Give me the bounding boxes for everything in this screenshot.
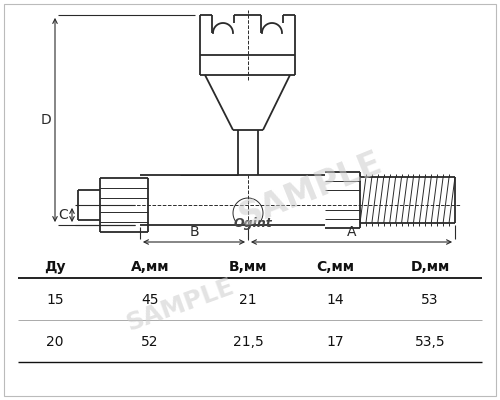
Text: 14: 14 [326, 293, 344, 307]
Text: 53: 53 [421, 293, 439, 307]
Text: С: С [58, 208, 68, 222]
Text: A: A [347, 225, 356, 239]
Text: 20: 20 [46, 335, 64, 349]
Text: D,мм: D,мм [410, 260, 450, 274]
Text: 15: 15 [46, 293, 64, 307]
Text: 52: 52 [142, 335, 159, 349]
Text: 21: 21 [239, 293, 257, 307]
Text: Ogint: Ogint [234, 216, 272, 230]
Text: 17: 17 [326, 335, 344, 349]
Text: 53,5: 53,5 [414, 335, 446, 349]
Text: SAMPLE: SAMPLE [234, 146, 386, 234]
Text: Ду: Ду [44, 260, 66, 274]
Text: SAMPLE: SAMPLE [122, 274, 238, 336]
Text: В: В [189, 225, 199, 239]
Text: D: D [40, 113, 51, 127]
Text: В,мм: В,мм [229, 260, 267, 274]
Text: А,мм: А,мм [131, 260, 169, 274]
Text: 45: 45 [142, 293, 159, 307]
Text: 21,5: 21,5 [232, 335, 264, 349]
Text: С,мм: С,мм [316, 260, 354, 274]
